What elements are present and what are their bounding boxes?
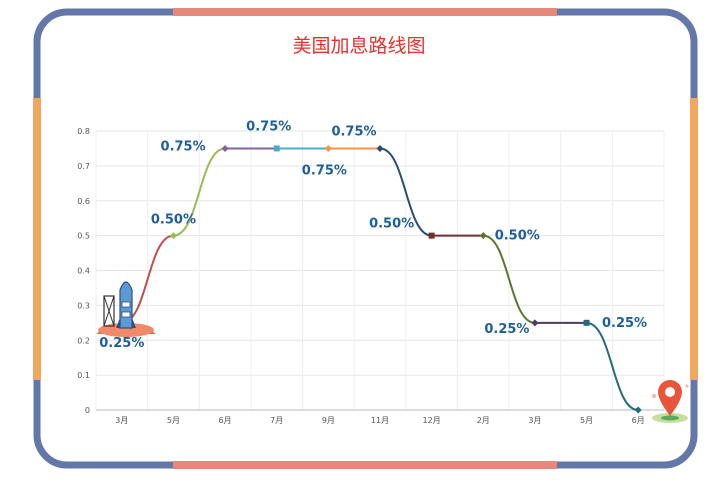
line-segment (173, 147, 226, 237)
data-label: 0.25% (99, 336, 144, 351)
data-point (273, 145, 280, 152)
x-tick-label: 2月 (477, 416, 490, 425)
x-tick-label: 7月 (270, 416, 283, 425)
y-tick-label: 0.2 (77, 336, 90, 345)
data-point (376, 144, 384, 152)
y-tick-label: 0.4 (77, 267, 90, 276)
x-tick-label: 9月 (322, 416, 335, 425)
x-tick-label: 12月 (423, 416, 441, 425)
data-point (531, 319, 539, 327)
data-labels: 0.25% 0.50% 0.75% 0.75% 0.75% 0.75% 0.50% 0.50%… (99, 119, 647, 350)
y-tick-label: 0.5 (77, 232, 90, 241)
data-label: 0.75% (246, 119, 291, 134)
line-segment (586, 321, 639, 411)
x-tick-label: 5月 (580, 416, 593, 425)
data-label: 0.25% (484, 322, 529, 337)
data-point (428, 232, 435, 239)
data-point (634, 406, 642, 414)
data-point (221, 144, 229, 152)
data-point (324, 144, 332, 152)
y-tick-label: 0.6 (77, 197, 90, 206)
data-label: 0.50% (369, 217, 414, 232)
data-label: 0.75% (302, 163, 347, 178)
data-label: 0.75% (161, 139, 206, 154)
data-label: 0.50% (151, 213, 196, 228)
chart-title: 美国加息路线图 (292, 35, 426, 57)
line-segment (483, 234, 536, 324)
grid (95, 130, 665, 411)
x-tick-label: 6月 (219, 416, 232, 425)
line-segment (379, 147, 432, 237)
x-tick-label: 3月 (115, 416, 128, 425)
x-tick-label: 11月 (371, 416, 389, 425)
data-point (169, 232, 177, 240)
x-tick-label: 3月 (528, 416, 541, 425)
axes: 0 0.1 0.2 0.3 0.4 0.5 0.6 0.7 0.8 3月 5月 6月 7月 9月 11月 12… (77, 127, 664, 425)
y-tick-label: 0 (85, 406, 90, 415)
data-point (479, 232, 487, 240)
y-tick-label: 0.8 (77, 127, 90, 136)
y-tick-label: 0.3 (77, 301, 90, 310)
data-label: 0.75% (331, 124, 376, 139)
data-label: 0.50% (495, 229, 540, 244)
y-tick-label: 0.1 (77, 371, 90, 380)
location-pin-icon (652, 380, 689, 423)
x-tick-label: 6月 (632, 416, 645, 425)
rocket-icon (96, 281, 156, 337)
data-points (118, 144, 642, 414)
data-point (583, 319, 590, 326)
x-tick-label: 5月 (167, 416, 180, 425)
series-line (121, 147, 639, 411)
data-label: 0.25% (602, 316, 647, 331)
y-tick-label: 0.7 (77, 162, 90, 171)
